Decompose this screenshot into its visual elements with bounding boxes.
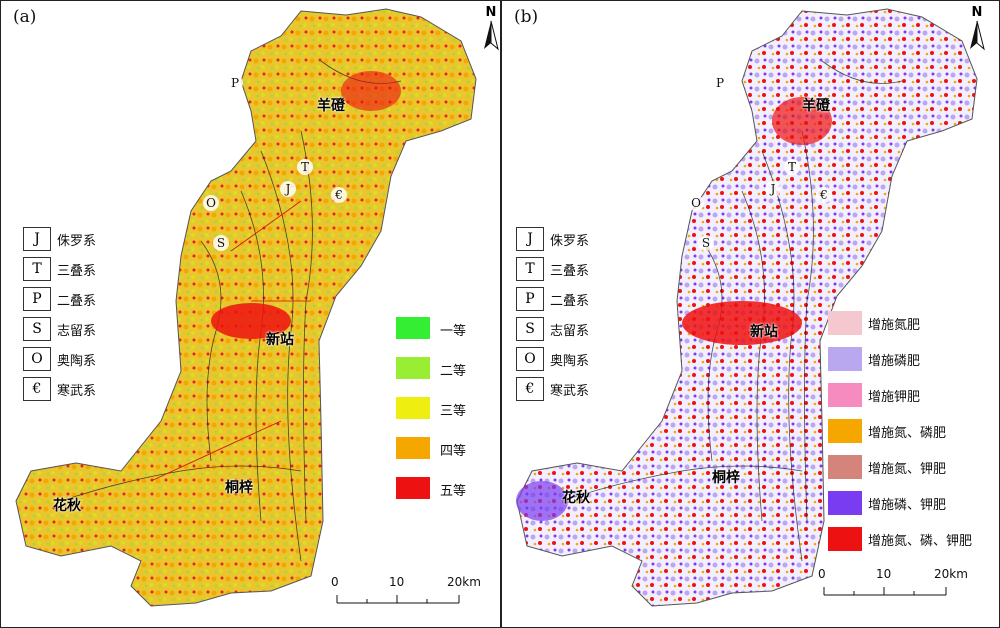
- panel-a-land-grade-map: (a) 羊磴 新站 桐梓 花秋: [0, 0, 501, 628]
- strata-legend-item: O 奥陶系: [23, 347, 143, 377]
- legend-swatch: [828, 455, 862, 479]
- strata-legend-item: € 寒武系: [23, 377, 143, 407]
- strata-legend: J 侏罗系 T 三叠系 P 二叠系 S 志留系 O 奥陶系 € 寒武系: [516, 227, 636, 407]
- strata-mark: T: [784, 159, 800, 175]
- legend-swatch: [828, 491, 862, 515]
- strata-legend-item: € 寒武系: [516, 377, 636, 407]
- scale-bar: 0 10 20km: [818, 567, 968, 596]
- region-map-a: [15, 8, 477, 607]
- strata-legend-item: J 侏罗系: [23, 227, 143, 257]
- strata-mark: S: [213, 235, 229, 251]
- place-xinzhan: 新站: [750, 324, 778, 340]
- strata-mark: J: [765, 181, 781, 197]
- strata-legend-item: T 三叠系: [23, 257, 143, 287]
- place-yangdeng: 羊磴: [317, 98, 345, 114]
- legend-swatch: [828, 419, 862, 443]
- strata-mark: O: [203, 195, 219, 211]
- scale-bar: 0 10 20km: [331, 575, 481, 604]
- strata-legend-item: P 二叠系: [23, 287, 143, 317]
- place-tongzi: 桐梓: [225, 480, 253, 496]
- legend-swatch: [396, 357, 430, 379]
- place-yangdeng: 羊磴: [802, 98, 830, 114]
- legend-swatch: [828, 311, 862, 335]
- strata-mark: J: [280, 181, 296, 197]
- strata-mark: €: [816, 187, 832, 203]
- legend-swatch: [828, 383, 862, 407]
- north-arrow: N: [962, 5, 992, 53]
- strata-legend-item: J 侏罗系: [516, 227, 636, 257]
- legend-swatch: [396, 397, 430, 419]
- strata-legend: J 侏罗系 T 三叠系 P 二叠系 S 志留系 O 奥陶系 € 寒武系: [23, 227, 143, 407]
- legend-swatch: [828, 527, 862, 551]
- place-huaqiu: 花秋: [53, 498, 81, 514]
- strata-legend-item: S 志留系: [23, 317, 143, 347]
- strata-mark: O: [688, 195, 704, 211]
- strata-mark: P: [712, 75, 728, 91]
- strata-mark: P: [227, 75, 243, 91]
- panel-label: (a): [13, 7, 37, 27]
- strata-legend-item: S 志留系: [516, 317, 636, 347]
- strata-legend-item: P 二叠系: [516, 287, 636, 317]
- panel-b-fertilizer-map: (b) 羊磴 新站 桐梓 花秋 J T P S O €: [501, 0, 1000, 628]
- place-tongzi: 桐梓: [712, 470, 740, 486]
- legend-swatch: [828, 347, 862, 371]
- panel-label: (b): [514, 7, 539, 27]
- legend-swatch: [396, 477, 430, 499]
- strata-mark: T: [297, 159, 313, 175]
- north-arrow: N: [476, 5, 500, 53]
- legend-swatch: [396, 437, 430, 459]
- strata-legend-item: T 三叠系: [516, 257, 636, 287]
- place-xinzhan: 新站: [266, 332, 294, 348]
- place-huaqiu: 花秋: [562, 490, 590, 506]
- legend-swatch: [396, 317, 430, 339]
- strata-mark: €: [331, 187, 347, 203]
- region-map-b: [516, 8, 978, 607]
- strata-legend-item: O 奥陶系: [516, 347, 636, 377]
- strata-mark: S: [698, 235, 714, 251]
